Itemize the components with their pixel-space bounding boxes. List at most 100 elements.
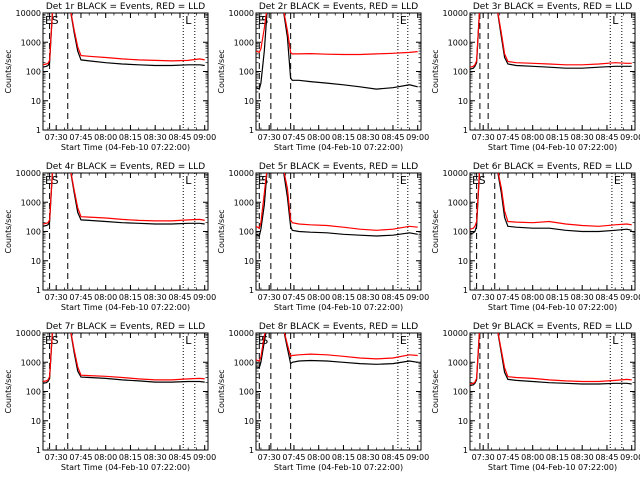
x-tick-label: 07:45: [69, 453, 92, 462]
y-axis-label: Counts/sec: [431, 49, 440, 93]
event-marker-label: S: [52, 174, 59, 187]
y-tick-label: 1: [249, 446, 254, 455]
event-marker-label: E: [258, 14, 265, 27]
y-tick-label: 100: [26, 228, 41, 237]
y-axis-label: Counts/sec: [4, 209, 13, 253]
panel-title: Det 1r BLACK = Events, RED = LLD: [46, 2, 205, 12]
y-tick-label: 1000: [21, 358, 41, 367]
x-tick-label: 09:00: [193, 293, 216, 302]
events-series-line: [43, 13, 205, 68]
event-marker-label: L: [612, 14, 619, 27]
event-marker-label: L: [185, 174, 192, 187]
y-tick-label: 100: [453, 388, 468, 397]
x-tick-label: 08:15: [546, 293, 569, 302]
event-marker-label: L: [185, 334, 192, 347]
y-tick-label: 10000: [443, 169, 468, 178]
events-series-line: [256, 333, 418, 369]
x-tick-label: 08:30: [357, 133, 380, 142]
events-series-line: [470, 13, 632, 70]
panel-det-7: Det 7r BLACK = Events, RED = LLD 1 10 100 10…: [4, 322, 216, 472]
y-tick-label: 10: [458, 257, 468, 266]
y-tick-label: 10: [31, 417, 41, 426]
panel-det-8: Det 8r BLACK = Events, RED = LLD 1 10 100 10…: [217, 322, 429, 472]
event-marker-label: E: [45, 14, 52, 27]
y-tick-label: 1: [36, 126, 41, 135]
event-marker-label: E: [472, 174, 479, 187]
y-tick-label: 10000: [16, 329, 41, 338]
panel-title: Det 7r BLACK = Events, RED = LLD: [46, 322, 205, 332]
panel-det-9: Det 9r BLACK = Events, RED = LLD 1 10 100 10…: [431, 322, 640, 472]
event-marker-label: E: [400, 334, 407, 347]
x-tick-label: 08:30: [571, 293, 594, 302]
x-tick-label: 08:45: [381, 133, 404, 142]
y-tick-label: 1: [249, 286, 254, 295]
x-tick-label: 08:45: [595, 293, 618, 302]
y-tick-label: 100: [239, 228, 254, 237]
y-tick-label: 1: [463, 286, 468, 295]
x-tick-label: 09:00: [193, 453, 216, 462]
x-tick-label: 08:45: [595, 453, 618, 462]
events-series-line: [470, 333, 632, 387]
y-axis-label: Counts/sec: [217, 369, 226, 413]
lld-series-line: [43, 333, 205, 383]
event-marker-label: L: [185, 14, 192, 27]
panel-title: Det 2r BLACK = Events, RED = LLD: [259, 2, 418, 12]
event-marker-label: S: [52, 334, 59, 347]
panel-det-2: Det 2r BLACK = Events, RED = LLD 1 10 100 10…: [217, 2, 429, 152]
y-tick-label: 1: [463, 126, 468, 135]
x-tick-label: 08:45: [381, 453, 404, 462]
y-tick-label: 100: [453, 68, 468, 77]
panel-title: Det 8r BLACK = Events, RED = LLD: [259, 322, 418, 332]
y-axis-label: Counts/sec: [4, 49, 13, 93]
x-tick-label: 08:15: [332, 133, 355, 142]
y-tick-label: 10000: [443, 9, 468, 18]
x-axis-label: Start Time (04-Feb-10 07:22:00): [61, 303, 190, 312]
y-tick-label: 1000: [448, 358, 468, 367]
y-tick-label: 100: [239, 388, 254, 397]
x-tick-label: 07:45: [282, 293, 305, 302]
y-tick-label: 10000: [443, 329, 468, 338]
y-tick-label: 1000: [234, 198, 254, 207]
event-marker-label: S: [52, 14, 59, 27]
x-tick-label: 09:00: [620, 293, 640, 302]
x-tick-label: 08:00: [94, 293, 117, 302]
x-tick-label: 07:30: [45, 453, 68, 462]
x-tick-label: 08:30: [571, 453, 594, 462]
y-tick-label: 10000: [229, 329, 254, 338]
events-series-line: [256, 173, 418, 237]
y-tick-label: 100: [26, 388, 41, 397]
x-tick-label: 08:15: [119, 133, 142, 142]
x-tick-label: 08:30: [144, 133, 167, 142]
y-tick-label: 10: [244, 257, 254, 266]
y-tick-label: 1: [249, 126, 254, 135]
event-marker-label: E: [258, 334, 265, 347]
y-tick-label: 1000: [21, 38, 41, 47]
x-tick-label: 07:30: [472, 453, 495, 462]
x-axis-label: Start Time (04-Feb-10 07:22:00): [274, 463, 403, 472]
panel-title: Det 4r BLACK = Events, RED = LLD: [46, 162, 205, 172]
panel-det-1: Det 1r BLACK = Events, RED = LLD 1 10 100 10…: [4, 2, 216, 152]
x-tick-label: 07:45: [496, 133, 519, 142]
plot-frame: [469, 172, 636, 291]
x-tick-label: 08:30: [144, 293, 167, 302]
x-tick-label: 07:30: [258, 293, 281, 302]
event-marker-label: L: [612, 334, 619, 347]
x-tick-label: 08:15: [332, 453, 355, 462]
y-tick-label: 1000: [448, 38, 468, 47]
x-tick-label: 08:15: [119, 453, 142, 462]
y-tick-label: 10000: [229, 169, 254, 178]
panel-det-3: Det 3r BLACK = Events, RED = LLD 1 10 100 10…: [431, 2, 640, 152]
x-tick-label: 07:30: [472, 293, 495, 302]
event-marker-label: S: [479, 174, 486, 187]
event-marker-label: E: [400, 174, 407, 187]
y-tick-label: 1000: [21, 198, 41, 207]
x-tick-label: 08:30: [571, 133, 594, 142]
panel-title: Det 5r BLACK = Events, RED = LLD: [259, 162, 418, 172]
y-tick-label: 100: [239, 68, 254, 77]
y-tick-label: 1: [36, 286, 41, 295]
lld-series-line: [256, 333, 418, 362]
y-tick-label: 1000: [234, 358, 254, 367]
events-series-line: [43, 173, 205, 227]
x-tick-label: 09:00: [193, 133, 216, 142]
panel-det-4: Det 4r BLACK = Events, RED = LLD 1 10 100 10…: [4, 162, 216, 312]
